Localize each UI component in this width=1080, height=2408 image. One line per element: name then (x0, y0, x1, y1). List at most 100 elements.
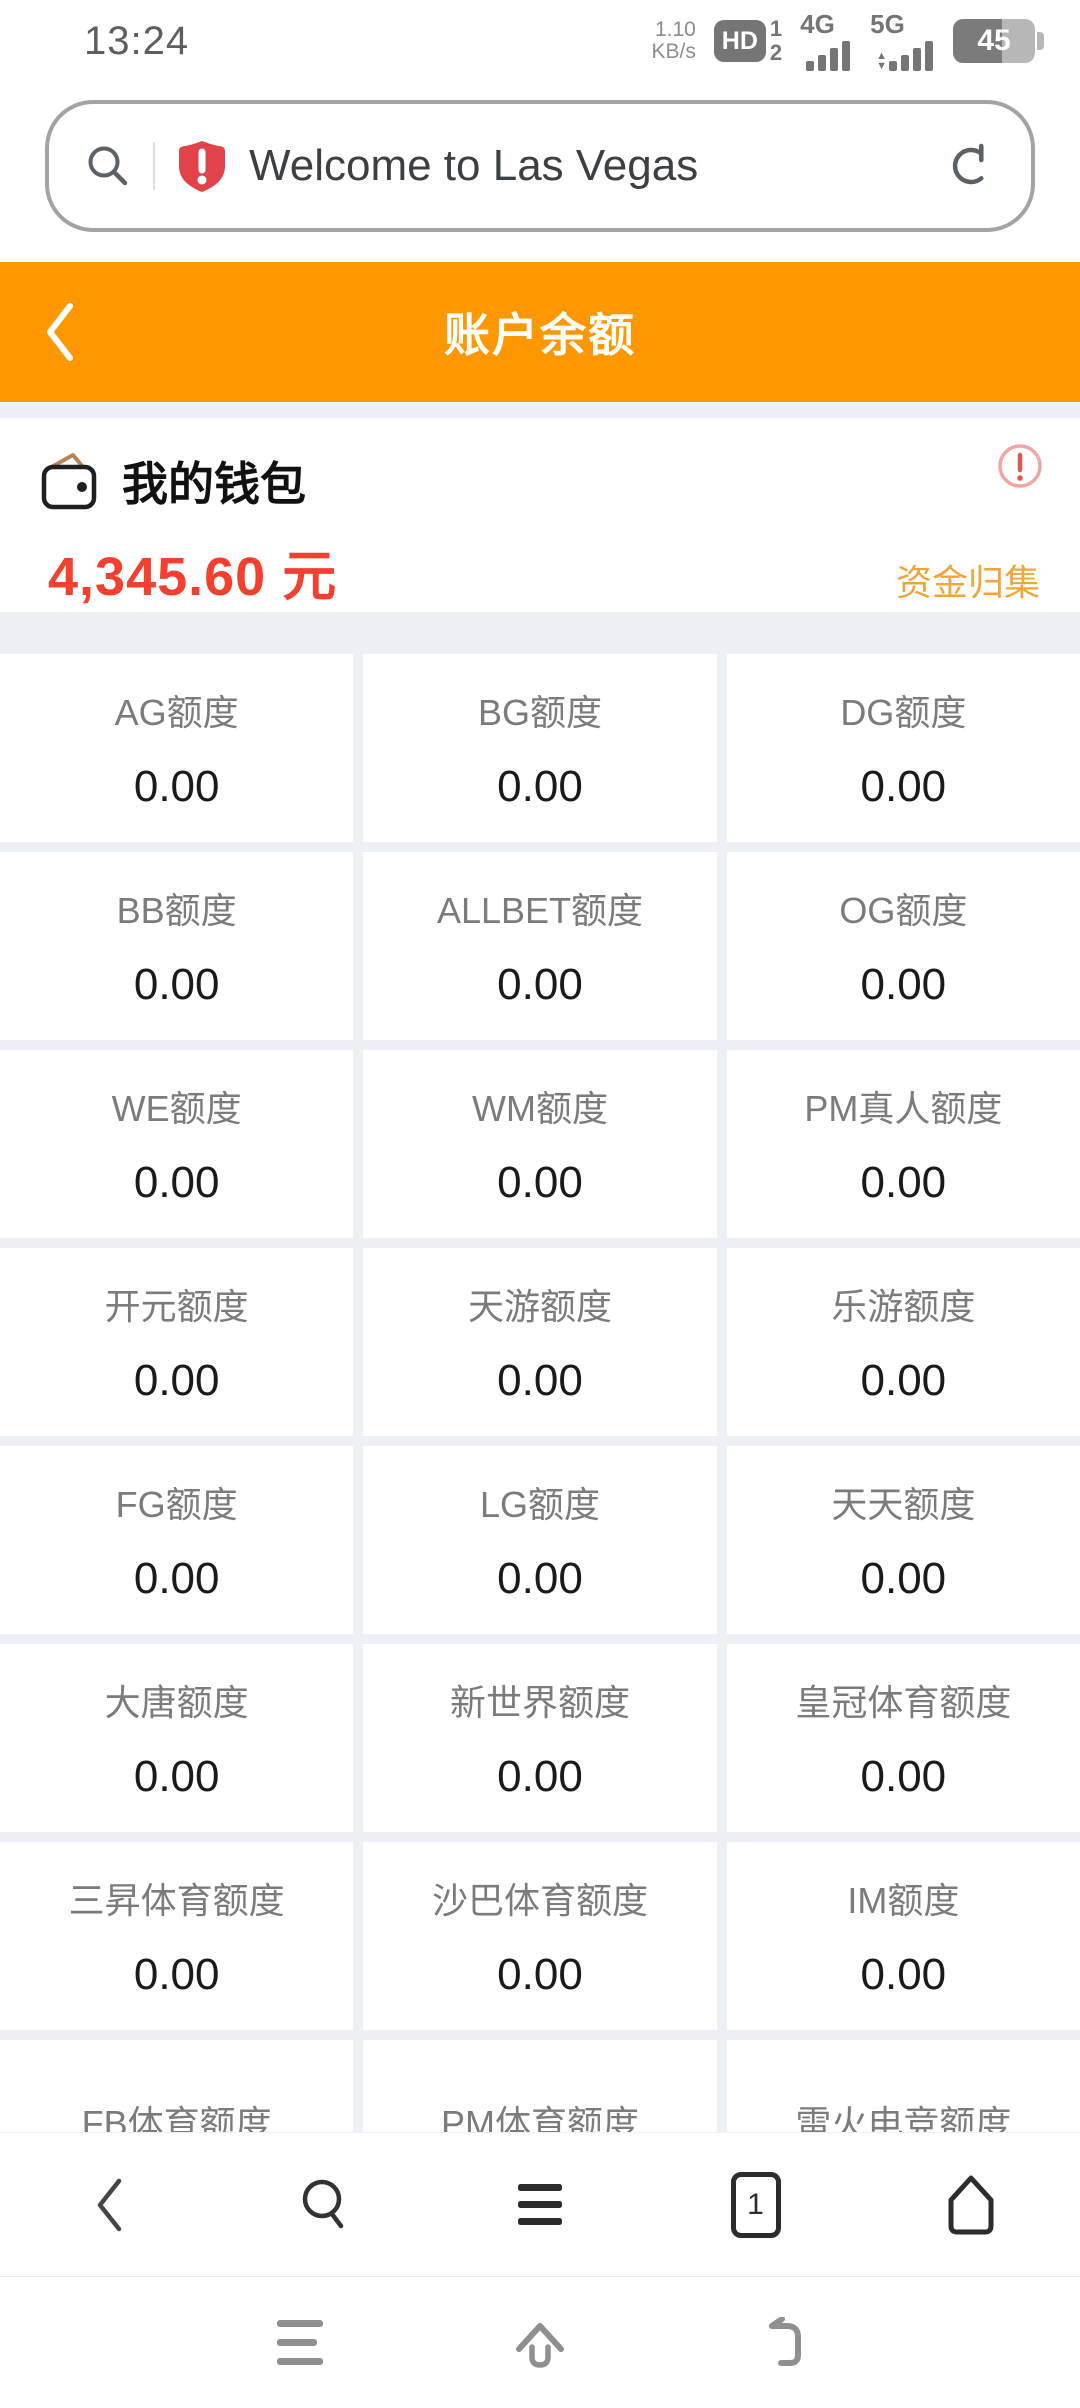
balance-cell-label: 雷火电竞额度 (795, 2103, 1012, 2132)
url-bar-row: Welcome to Las Vegas (0, 72, 1080, 262)
alert-circle-icon[interactable] (996, 442, 1044, 490)
balance-cell-label: 皇冠体育额度 (795, 1682, 1012, 1723)
search-icon (302, 2179, 343, 2228)
browser-home-button[interactable] (936, 2160, 1006, 2250)
balance-cell: 天天额度 0.00 (726, 1446, 1080, 1634)
net-speed-value: 1.10 (654, 17, 696, 41)
balance-cell-value: 0.00 (860, 1554, 947, 1603)
balance-cell-value: 0.00 (497, 1356, 583, 1405)
balance-cell-label: 沙巴体育额度 (431, 1880, 648, 1921)
hd-badge: HD (713, 20, 766, 62)
balance-cell: BB额度 0.00 (0, 852, 354, 1040)
balance-cell-label: 大唐额度 (104, 1682, 249, 1723)
balance-cell-label: AG额度 (114, 692, 239, 733)
balance-cell-label: DG额度 (840, 692, 967, 733)
signal-bars-icon (889, 41, 933, 71)
balance-cell-value: 0.00 (860, 1356, 947, 1405)
balance-cell-label: 乐游额度 (831, 1286, 976, 1327)
balance-cell: PM体育额度 (363, 2040, 717, 2132)
divider (153, 142, 155, 190)
balance-cell-label: WE额度 (111, 1088, 242, 1129)
balance-cell-label: LG额度 (479, 1484, 600, 1525)
balance-cell-label: BB额度 (116, 890, 237, 931)
balance-cell-value: 0.00 (860, 1158, 947, 1207)
balance-cell-label: 三昇体育额度 (68, 1880, 285, 1921)
balance-cell-value: 0.00 (133, 762, 220, 811)
signal-5g-icon: 5G ▲ ▼ (870, 11, 935, 71)
sim-indicator: 1 2 (770, 18, 782, 64)
refresh-icon[interactable] (947, 142, 995, 190)
balance-cell-label: IM额度 (847, 1880, 960, 1921)
balance-cell-label: FG额度 (115, 1484, 238, 1525)
network-speed-indicator: 1.10 KB/s (652, 17, 696, 63)
url-bar[interactable]: Welcome to Las Vegas (45, 100, 1035, 232)
signal-4g-icon: 4G (800, 11, 852, 71)
balance-cell: FB体育额度 (0, 2040, 354, 2132)
balance-cell: AG额度 0.00 (0, 654, 354, 842)
sim1-label: 1 (769, 16, 783, 41)
system-home-button[interactable] (420, 2293, 660, 2393)
balance-cell: LG额度 0.00 (363, 1446, 717, 1634)
balance-cell-label: 开元额度 (104, 1286, 249, 1327)
url-text[interactable]: Welcome to Las Vegas (249, 141, 699, 190)
sim2-label: 2 (769, 40, 783, 65)
browser-menu-button[interactable] (505, 2160, 575, 2250)
balance-cell-label: 新世界额度 (449, 1682, 630, 1723)
chevron-left-icon (97, 2178, 122, 2231)
balance-cell-label: ALLBET额度 (436, 890, 644, 931)
battery-level: 45 (977, 24, 1011, 57)
browser-search-button[interactable] (290, 2160, 360, 2250)
menu-icon (518, 2183, 562, 2225)
balance-cell-value: 0.00 (133, 1356, 220, 1405)
balance-cell-label: 天天额度 (831, 1484, 976, 1525)
divider-strip (0, 402, 1080, 418)
balance-cell-value: 0.00 (860, 1752, 947, 1801)
signal-4g-label: 4G (800, 9, 835, 39)
wallet-title: 我的钱包 (122, 458, 306, 510)
balance-cell-value: 0.00 (860, 762, 947, 811)
balance-cell-value: 0.00 (497, 960, 583, 1009)
back-icon[interactable] (40, 300, 80, 364)
grid-area: AG额度 0.00 BG额度 0.00 DG额度 0.00 BB额度 0.00 … (0, 612, 1080, 2132)
browser-toolbar: 1 (0, 2132, 1080, 2276)
balance-cell-value: 0.00 (133, 960, 220, 1009)
system-back-button[interactable] (660, 2293, 900, 2393)
updown-arrows-icon: ▲ ▼ (876, 50, 887, 72)
funds-collect-link[interactable]: 资金归集 (895, 562, 1040, 603)
browser-back-button[interactable] (74, 2160, 144, 2250)
balance-cell-label: OG额度 (839, 890, 968, 931)
balance-cell: 雷火电竞额度 (726, 2040, 1080, 2132)
balance-cell: PM真人额度 0.00 (726, 1050, 1080, 1238)
balance-cell-value: 0.00 (133, 1554, 220, 1603)
wallet-icon (41, 453, 97, 510)
balance-cell-value: 0.00 (497, 762, 583, 811)
balance-cell-value: 0.00 (497, 1554, 583, 1603)
balance-cell: BG额度 0.00 (363, 654, 717, 842)
balance-cell: 沙巴体育额度 0.00 (363, 1842, 717, 2030)
balance-cell-value: 0.00 (497, 1752, 583, 1801)
balance-cell-value: 0.00 (133, 1752, 220, 1801)
balance-cell: 乐游额度 0.00 (726, 1248, 1080, 1436)
wallet-section: 我的钱包 4,345.60 元 资金归集 (0, 418, 1080, 612)
battery-icon: 45 (953, 19, 1044, 63)
balance-grid: AG额度 0.00 BG额度 0.00 DG额度 0.00 BB额度 0.00 … (0, 654, 1080, 2132)
signal-bars-icon (806, 41, 851, 71)
balance-cell-label: PM真人额度 (804, 1088, 1003, 1129)
balance-cell-value: 0.00 (860, 1950, 947, 1999)
hd-volte-icon: HD 1 2 (713, 18, 782, 64)
balance-cell: 大唐额度 0.00 (0, 1644, 354, 1832)
home-icon (516, 2322, 564, 2368)
security-warning-badge-icon (179, 140, 225, 192)
search-icon (88, 146, 128, 186)
balance-cell: ALLBET额度 0.00 (363, 852, 717, 1040)
balance-cell-value: 0.00 (133, 1158, 220, 1207)
return-arrow-icon (769, 2316, 801, 2366)
balance-cell: IM额度 0.00 (726, 1842, 1080, 2030)
browser-tabs-button[interactable]: 1 (721, 2160, 791, 2250)
system-menu-button[interactable] (180, 2293, 420, 2393)
status-time: 13:24 (84, 18, 190, 63)
tab-count-icon: 1 (730, 2171, 781, 2238)
balance-cell: 开元额度 0.00 (0, 1248, 354, 1436)
wallet-balance: 4,345.60 元 (48, 547, 338, 607)
